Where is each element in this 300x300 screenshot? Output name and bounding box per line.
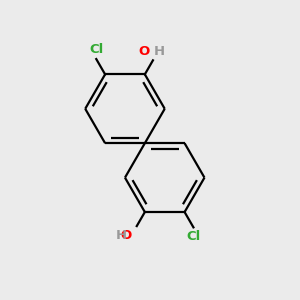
Text: O: O xyxy=(139,45,150,58)
Text: Cl: Cl xyxy=(186,230,201,243)
Text: Cl: Cl xyxy=(89,43,103,56)
Text: H: H xyxy=(154,45,165,58)
Text: O: O xyxy=(120,229,131,242)
Text: H: H xyxy=(116,229,127,242)
